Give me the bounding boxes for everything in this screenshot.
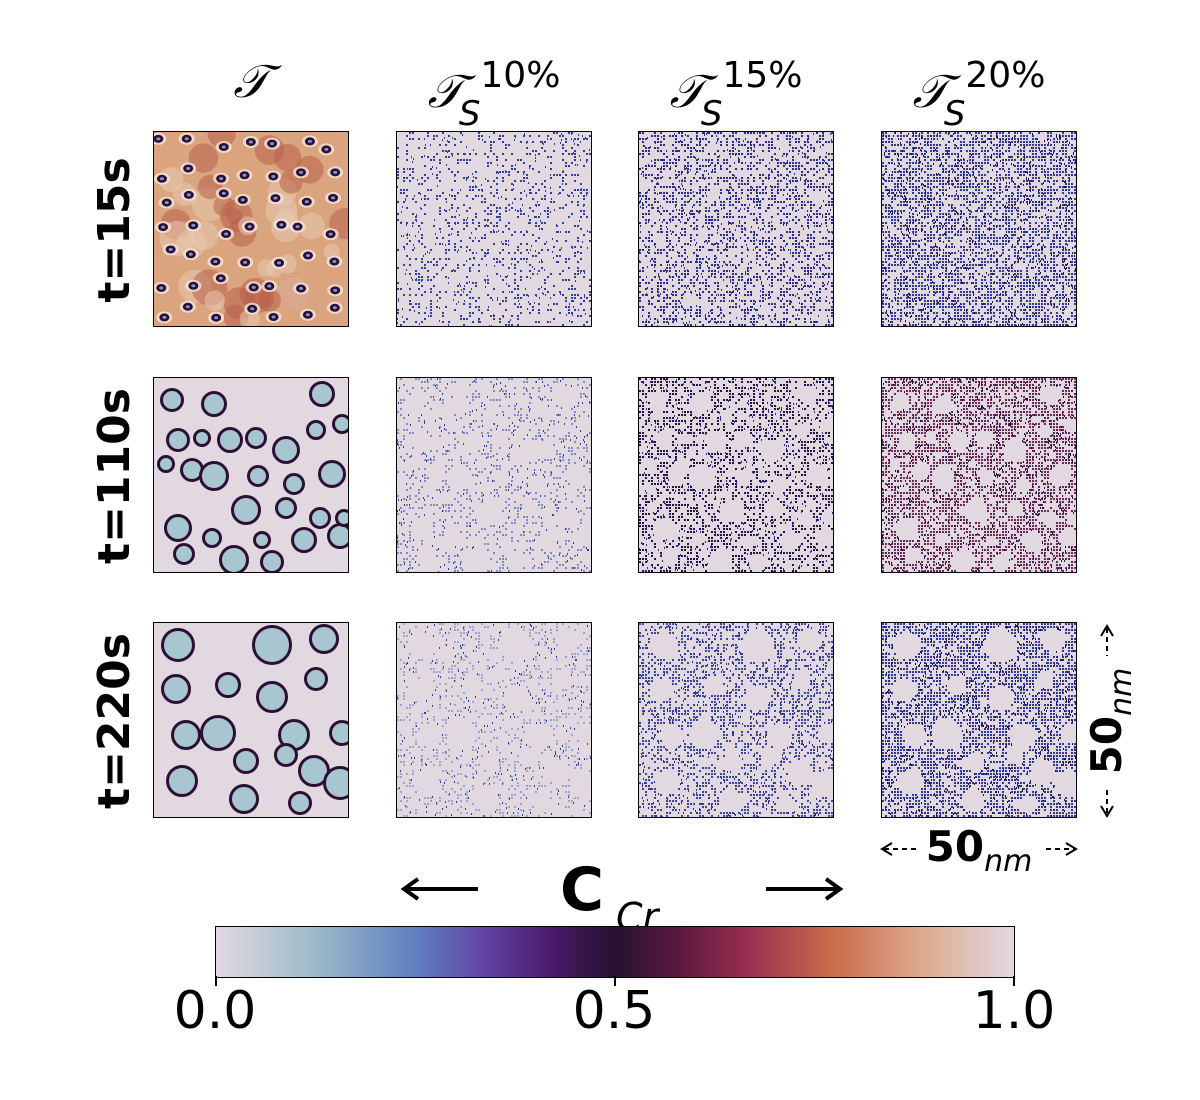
column-title-superscript: 20% [965, 55, 1046, 96]
colorbar-title: C Cr [560, 860, 658, 936]
field-panel-r1-c2 [396, 131, 592, 327]
column-title-20pct: 𝒯S20% [881, 55, 1077, 134]
vertical-scale-label: 50nm [1082, 656, 1139, 786]
horizontal-scale-bar: 50nm [880, 822, 1078, 879]
field-panel-r1-c3 [638, 131, 834, 327]
column-title-10pct: 𝒯S10% [396, 55, 592, 134]
column-title-original: 𝒯 [153, 58, 349, 104]
scale-value: 50 [1082, 715, 1131, 775]
column-title-superscript: 10% [480, 55, 561, 96]
column-title-main: 𝒯 [669, 64, 705, 118]
column-title-main: 𝒯 [912, 64, 948, 118]
colorbar-tick-1: 0.5 [572, 981, 656, 1041]
colorbar [215, 926, 1015, 978]
row-label-t220: t=220s [89, 633, 140, 809]
vertical-scale-bar: 50nm [1082, 622, 1139, 820]
scale-value: 50 [925, 822, 985, 871]
row-label-t15: t=15s [89, 157, 140, 303]
column-title-subscript: S [458, 94, 481, 134]
scale-unit: nm [1104, 667, 1139, 716]
column-title-main: 𝒯 [427, 64, 463, 118]
field-panel-r2-c2 [396, 377, 592, 573]
field-panel-r3-c4 [881, 622, 1077, 818]
column-title-subscript: S [700, 94, 723, 134]
colorbar-tick-0: 0.0 [173, 981, 257, 1041]
column-title-main: 𝒯 [233, 54, 269, 108]
column-title-15pct: 𝒯S15% [638, 55, 834, 134]
field-panel-r2-c1 [153, 377, 349, 573]
field-panel-r3-c2 [396, 622, 592, 818]
column-title-subscript: S [943, 94, 966, 134]
horizontal-scale-label: 50nm [916, 822, 1042, 879]
colorbar-ticks [215, 976, 1015, 986]
colorbar-label: C [560, 855, 605, 925]
scale-unit: nm [984, 844, 1033, 879]
field-panel-r1-c1 [153, 131, 349, 327]
field-panel-r2-c3 [638, 377, 834, 573]
field-panel-r3-c3 [638, 622, 834, 818]
field-panel-r2-c4 [881, 377, 1077, 573]
right-arrow-icon [766, 877, 844, 901]
field-panel-r1-c4 [881, 131, 1077, 327]
left-arrow-icon [400, 877, 478, 901]
field-panel-r3-c1 [153, 622, 349, 818]
column-title-superscript: 15% [722, 55, 803, 96]
row-label-t110: t=110s [89, 388, 140, 564]
colorbar-tick-2: 1.0 [972, 981, 1056, 1041]
